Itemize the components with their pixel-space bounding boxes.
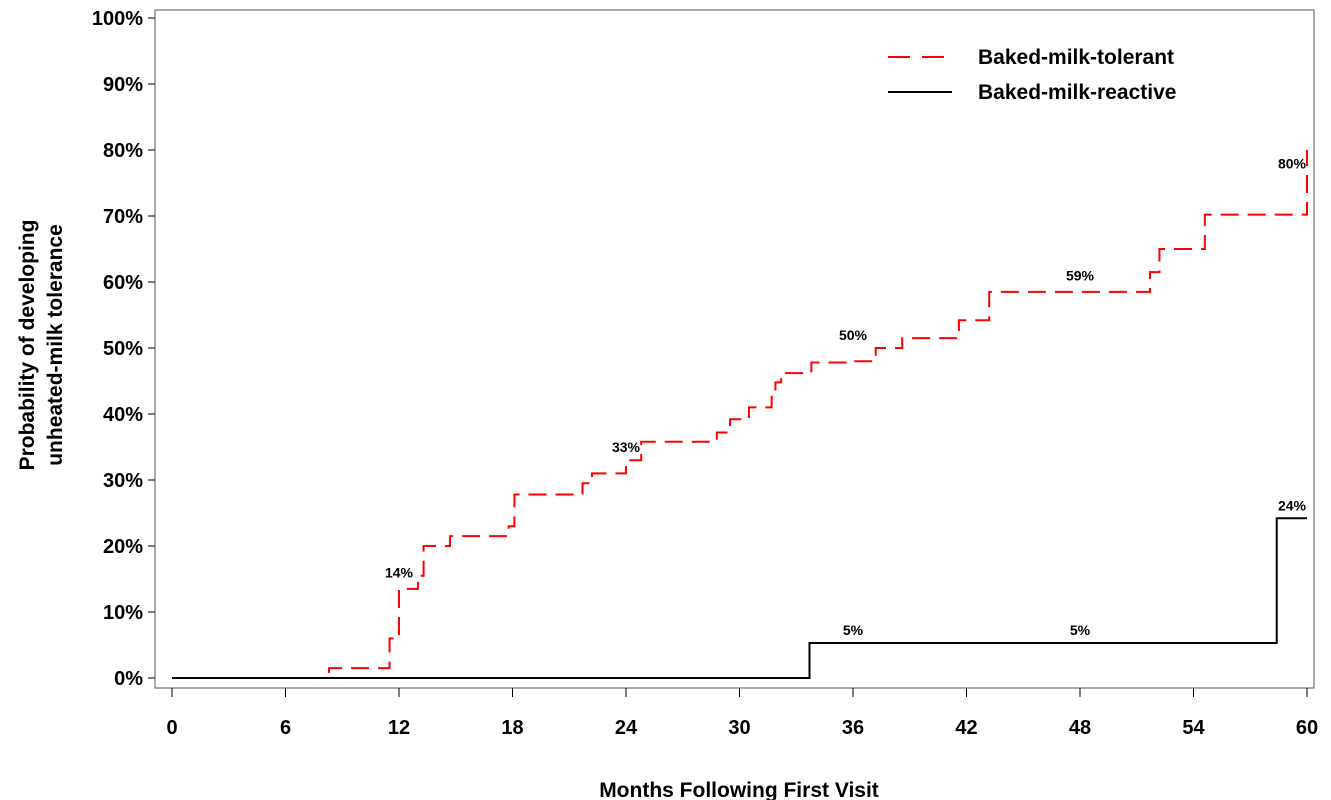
x-tick-label: 6 (280, 717, 291, 739)
x-tick-label: 0 (166, 717, 177, 739)
x-tick-label: 30 (728, 717, 750, 739)
y-axis-title-line-2: unheated-milk tolerance (44, 224, 67, 466)
legend-label-reactive: Baked-milk-reactive (978, 81, 1176, 104)
y-tick-label: 20% (103, 536, 143, 558)
data-label: 50% (839, 327, 868, 343)
x-axis-title: Months Following First Visit (599, 779, 879, 800)
series-layer (172, 150, 1308, 679)
x-tick-label: 60 (1296, 717, 1318, 739)
data-label: 80% (1278, 155, 1307, 171)
x-tick-label: 54 (1182, 717, 1205, 739)
y-tick-label: 10% (103, 602, 143, 624)
annotation-layer: 14% 33% 50% 59% 80% 5% 5% 24% (385, 155, 1307, 638)
y-tick-label: 80% (103, 140, 143, 162)
x-axis: 0 6 12 18 24 30 36 42 48 54 60 (166, 688, 1318, 739)
x-tick-label: 12 (388, 717, 410, 739)
y-tick-label: 90% (103, 74, 143, 96)
plot-frame (154, 9, 1315, 689)
series-line-tolerant (172, 150, 1308, 679)
x-tick-label: 42 (955, 717, 977, 739)
data-label: 59% (1066, 268, 1095, 284)
x-tick-label: 36 (842, 717, 864, 739)
data-label: 5% (1070, 622, 1091, 638)
legend: Baked-milk-tolerant Baked-milk-reactive (888, 46, 1176, 104)
x-tick-label: 48 (1069, 717, 1091, 739)
data-label: 33% (612, 439, 641, 455)
y-tick-label: 60% (103, 272, 143, 294)
data-label: 5% (843, 622, 864, 638)
y-tick-label: 30% (103, 470, 143, 492)
data-label: 24% (1278, 497, 1307, 513)
x-tick-label: 24 (615, 717, 638, 739)
x-tick-label: 18 (501, 717, 523, 739)
y-tick-label: 50% (103, 338, 143, 360)
y-tick-label: 0% (114, 668, 143, 690)
series-line-reactive (172, 517, 1307, 679)
y-tick-label: 40% (103, 404, 143, 426)
y-tick-label: 70% (103, 206, 143, 228)
legend-label-tolerant: Baked-milk-tolerant (978, 46, 1174, 69)
y-axis: 0% 10% 20% 30% 40% 50% 60% 70% 80% 90% 100% (92, 8, 155, 690)
y-axis-title-line-1: Probability of developing (16, 220, 39, 471)
y-tick-label: 100% (92, 8, 143, 30)
data-label: 14% (385, 565, 414, 581)
